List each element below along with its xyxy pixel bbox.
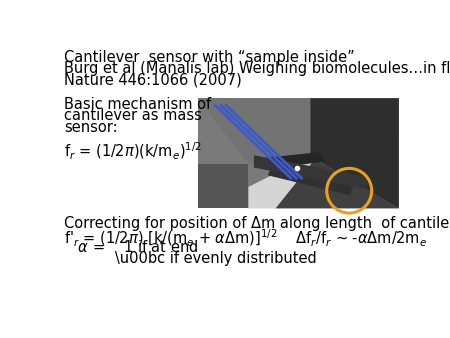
Text: Burg et al (Manalis lab) Weighing biomolecules…in fluid.: Burg et al (Manalis lab) Weighing biomol… bbox=[64, 62, 450, 76]
Polygon shape bbox=[260, 156, 399, 209]
Bar bbox=[198, 98, 399, 209]
Text: \u00bc if evenly distributed: \u00bc if evenly distributed bbox=[64, 251, 317, 266]
Polygon shape bbox=[310, 98, 399, 209]
Text: f'$_r$ = (1/2$\pi$) [k/(m$_e$ + $\alpha\Delta$m)]$^{1/2}$    $\Delta$f$_r$/f$_r$: f'$_r$ = (1/2$\pi$) [k/(m$_e$ + $\alpha\… bbox=[64, 228, 427, 249]
Text: $\alpha$ =    1 if at end: $\alpha$ = 1 if at end bbox=[64, 239, 198, 255]
Text: Nature 446:1066 (2007): Nature 446:1066 (2007) bbox=[64, 73, 242, 88]
Text: f$_r$ = (1/2$\pi$)(k/m$_e$)$^{1/2}$: f$_r$ = (1/2$\pi$)(k/m$_e$)$^{1/2}$ bbox=[64, 141, 202, 162]
Text: Correcting for position of Δm along length  of cantilever:: Correcting for position of Δm along leng… bbox=[64, 216, 450, 231]
Text: cantilever as mass: cantilever as mass bbox=[64, 108, 202, 123]
Text: Basic mechanism of: Basic mechanism of bbox=[64, 97, 211, 112]
Polygon shape bbox=[198, 164, 248, 209]
Polygon shape bbox=[248, 156, 314, 209]
Polygon shape bbox=[260, 152, 326, 169]
Polygon shape bbox=[198, 98, 399, 164]
Polygon shape bbox=[268, 166, 353, 195]
Text: sensor:: sensor: bbox=[64, 120, 117, 135]
Polygon shape bbox=[254, 155, 367, 189]
Text: Cantilever  sensor with “sample inside”: Cantilever sensor with “sample inside” bbox=[64, 50, 355, 65]
